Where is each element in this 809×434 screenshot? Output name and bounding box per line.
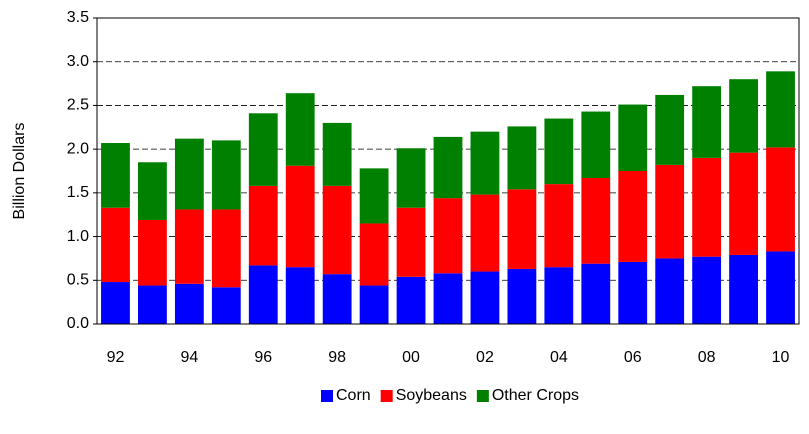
bar-segment: [470, 194, 500, 272]
bar-segment: [544, 118, 574, 185]
bar-segment: [729, 79, 758, 153]
x-tick-label: 92: [107, 349, 125, 366]
bar-segment: [655, 94, 685, 165]
bar-segment: [581, 177, 611, 264]
bar-segment: [248, 113, 278, 186]
bar-segment: [729, 152, 758, 255]
legend-label: Other Crops: [492, 387, 579, 404]
bar-segment: [470, 271, 500, 324]
bar-segment: [138, 219, 167, 286]
bar-segment: [581, 263, 611, 324]
bar-segment: [138, 162, 167, 220]
bar-segment: [655, 164, 685, 259]
x-tick-label: 02: [476, 349, 494, 366]
legend-swatch: [380, 390, 393, 402]
y-tick-label: 2.5: [67, 97, 89, 114]
bar-segment: [322, 122, 352, 186]
bar-segment: [211, 287, 241, 324]
x-tick-label: 00: [402, 349, 420, 366]
bar-segment: [729, 254, 758, 324]
bar-segment: [101, 207, 130, 283]
bar-segment: [618, 261, 648, 324]
bar-segment: [470, 131, 500, 195]
bar-segment: [322, 185, 352, 275]
y-axis-label: Billion Dollars: [11, 123, 28, 220]
bar-segment: [655, 258, 685, 324]
legend-label: Soybeans: [396, 387, 467, 404]
bar-segment: [138, 285, 167, 324]
y-tick-label: 1.5: [67, 184, 89, 201]
bar-segment: [433, 136, 463, 199]
bar-segment: [211, 209, 241, 288]
bar-segment: [174, 138, 204, 210]
bar-segment: [248, 185, 278, 266]
bar-segment: [692, 86, 722, 158]
legend-swatch: [476, 390, 489, 402]
bar-segment: [618, 171, 648, 262]
bar-segment: [285, 267, 315, 324]
bar-segment: [507, 189, 537, 269]
bar-segment: [101, 282, 130, 324]
bar-segment: [692, 256, 722, 324]
bar-segment: [396, 276, 426, 324]
x-tick-label: 04: [550, 349, 568, 366]
bar-segment: [766, 147, 795, 252]
bar-segment: [322, 274, 352, 324]
bar-segment: [507, 268, 537, 324]
bar-segment: [692, 157, 722, 257]
bar-segment: [433, 198, 463, 274]
bar-segment: [396, 148, 426, 208]
legend-swatch: [321, 390, 333, 402]
bar-segment: [359, 285, 389, 324]
y-tick-label: 3.5: [67, 9, 89, 26]
x-tick-label: 96: [254, 349, 272, 366]
bar-segment: [174, 283, 204, 324]
y-tick-label: 1.0: [67, 228, 89, 245]
bar-segment: [766, 251, 795, 324]
bar-segment: [359, 168, 389, 224]
bar-segment: [248, 265, 278, 324]
bar-segment: [544, 184, 574, 268]
bar-segment: [285, 165, 315, 268]
bar-segment: [285, 93, 315, 166]
y-tick-label: 2.0: [67, 140, 89, 157]
plot-frame: [96, 17, 800, 325]
legend-label: Corn: [336, 387, 371, 404]
bar-segment: [359, 223, 389, 286]
x-tick-label: 98: [328, 349, 346, 366]
bar-segment: [396, 207, 426, 277]
y-tick-label: 0.5: [67, 272, 89, 289]
x-tick-label: 06: [624, 349, 642, 366]
bar-segment: [766, 71, 795, 148]
y-tick-label: 3.0: [67, 53, 89, 70]
x-tick-label: 94: [180, 349, 198, 366]
bar-segment: [507, 126, 537, 190]
bar-segment: [618, 104, 648, 171]
bar-segment: [211, 140, 241, 210]
y-tick-label: 0.0: [67, 315, 89, 332]
bar-segment: [433, 273, 463, 324]
x-tick-label: 08: [698, 349, 716, 366]
bar-segment: [544, 267, 574, 324]
x-tick-label: 10: [772, 349, 790, 366]
bar-segment: [101, 143, 130, 208]
bar-segment: [174, 209, 204, 284]
bar-segment: [581, 111, 611, 178]
